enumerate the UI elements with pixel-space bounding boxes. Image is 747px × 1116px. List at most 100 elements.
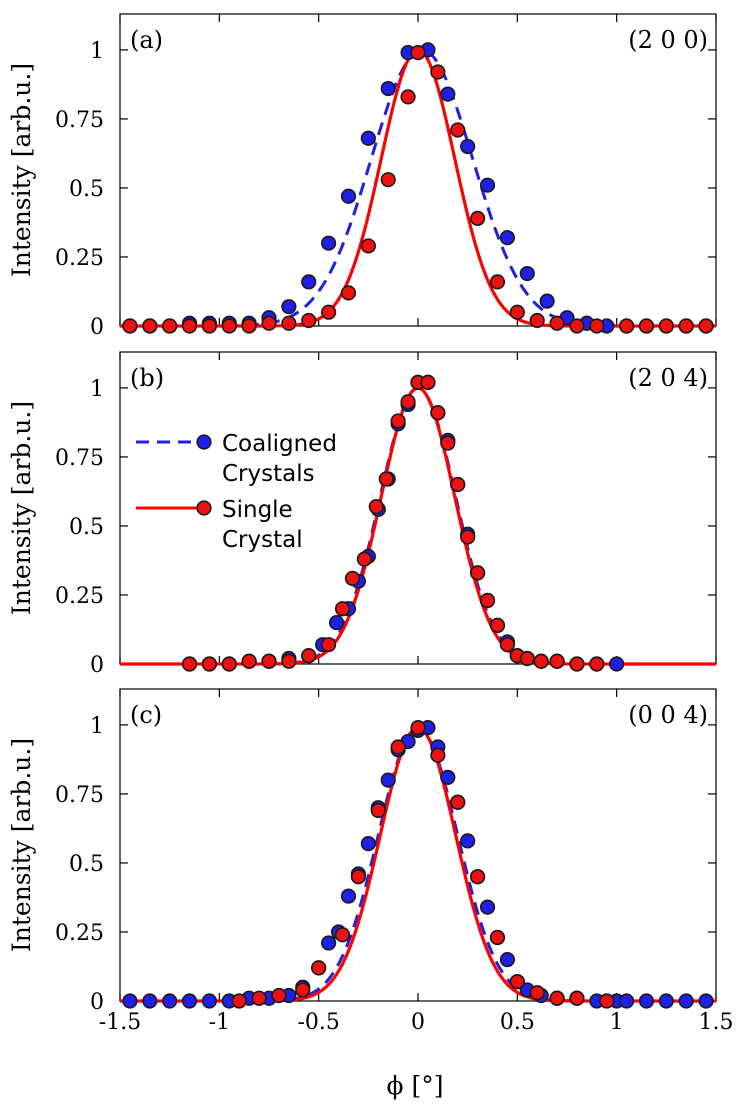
single-point [430,747,446,763]
single-point [251,990,267,1006]
coaligned-point [340,888,357,904]
single-legend-marker [196,500,212,516]
coaligned-point [638,993,655,1009]
coaligned-point [460,833,476,849]
y-tick-label: 0.75 [55,446,104,471]
coaligned-point [360,836,376,852]
single-point [181,318,198,334]
single-point [698,318,714,334]
coaligned-series [122,720,714,1009]
y-axis-title: Intensity [arb.u.] [7,63,36,277]
x-tick-label: -1.5 [99,1010,141,1035]
single-point [321,637,337,653]
y-axis-title: Intensity [arb.u.] [7,401,36,615]
coaligned-point [440,86,456,102]
coaligned-point [678,993,694,1009]
legend-entry-text: Crystals [222,461,315,487]
coaligned-point [328,614,345,631]
single-point [368,499,384,515]
coaligned-point [499,951,516,968]
coaligned-legend-marker [196,434,212,450]
single-point [509,304,525,320]
single-point [430,64,446,80]
single-point [658,318,674,334]
single-point [450,794,466,810]
coaligned-point [281,299,297,315]
y-tick-label: 0.25 [55,246,104,271]
single-point [221,318,237,334]
single-point [390,413,406,429]
single-point [340,285,357,301]
single-series [181,374,605,672]
single-point [549,990,565,1006]
y-tick-label: 0.25 [55,921,104,946]
single-point [549,315,565,331]
single-point [589,318,605,334]
single-point [334,601,351,617]
coaligned-point [609,656,625,672]
single-point [479,592,496,609]
single-point [201,656,217,672]
coaligned-point [201,993,217,1009]
single-series [231,720,615,1009]
single-point [599,993,615,1009]
coaligned-point [519,265,535,282]
x-tick-label: -0.5 [297,1010,339,1035]
y-tick-label: 0 [90,990,104,1015]
single-point [470,210,486,226]
single-point [321,304,337,320]
legend-entry-text: Single [222,497,293,523]
x-tick-label: 0.5 [500,1010,535,1035]
single-point [221,656,237,672]
single-point [301,312,317,329]
single-point [181,656,198,672]
y-tick-label: 0.25 [55,584,104,609]
single-point [356,551,372,567]
single-point [350,869,367,885]
single-point [460,529,476,545]
single-point [529,985,545,1001]
coaligned-point [479,899,496,915]
y-tick-label: 0.75 [55,108,104,133]
legend-entry-text: Coaligned [222,431,337,457]
coaligned-point [460,138,476,155]
single-point [261,315,277,331]
y-tick-label: 0.5 [69,515,104,540]
single-point [618,318,635,334]
y-tick-label: 0 [90,315,104,340]
single-point [295,982,311,998]
y-tick-label: 0 [90,653,104,678]
coaligned-point [301,274,317,290]
single-point [470,869,486,885]
coaligned-point [122,993,138,1009]
single-point [122,318,138,334]
single-point [489,929,506,946]
single-point [450,476,466,493]
coaligned-point [380,80,396,97]
coaligned-series [122,42,714,334]
single-fit-line [120,726,716,1003]
single-point [241,653,257,669]
reflection-label: (2 0 0) [628,26,708,54]
x-tick-label: 0 [411,1010,425,1035]
single-point [499,637,516,653]
y-tick-label: 1 [90,39,104,64]
single-point [489,617,506,633]
single-point [420,374,436,390]
legend-entry-text: Crystal [222,527,303,553]
single-point [378,471,394,487]
single-fit-line [120,48,716,328]
single-point [142,318,158,334]
panel-2: 0 0.25 0.5 0.75 1 Intensity [arb.u.] (b) (2 0 4… [7,351,717,678]
coaligned-point [340,188,357,204]
x-tick-label: 1 [610,1010,624,1035]
single-point [201,318,217,334]
single-point [410,720,426,736]
panel-label: (c) [130,701,162,729]
panel-label: (b) [130,364,164,392]
y-axis-title: Intensity [arb.u.] [7,738,36,952]
single-point [311,960,327,976]
coaligned-point [658,993,674,1009]
single-point [529,312,545,329]
y-tick-label: 1 [90,714,104,739]
